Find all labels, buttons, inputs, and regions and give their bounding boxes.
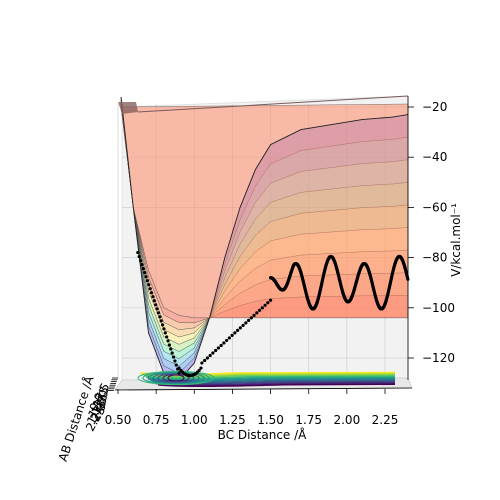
trajectory-point (230, 333, 234, 338)
trajectory-point (159, 319, 163, 323)
trajectory-point (138, 259, 143, 263)
trajectory-point (211, 351, 215, 355)
trajectory-point (247, 318, 251, 322)
trajectory-point (177, 371, 181, 375)
trajectory-point (177, 366, 181, 370)
x-tick-label: 0.75 (143, 413, 170, 427)
floor-contour-well (142, 371, 210, 385)
trajectory-point (163, 331, 167, 335)
trajectory-point (174, 363, 178, 367)
trajectory-point (205, 356, 210, 360)
surface-front-edge (120, 96, 408, 382)
trajectory-point (152, 299, 156, 303)
x-tick-label: 0.50 (105, 413, 132, 427)
floor-contours (137, 370, 396, 387)
x-axis-label: BC Distance /Å (218, 427, 308, 442)
floor-contour (147, 376, 396, 381)
trajectory-point (170, 351, 174, 355)
trajectory-point (140, 263, 144, 267)
trajectory-point (260, 306, 264, 310)
floor-contour-well (157, 373, 195, 383)
floor-contour-well (167, 374, 185, 382)
trajectory-point (249, 316, 253, 320)
trajectory-point (145, 279, 150, 283)
trajectory-point (214, 348, 218, 353)
floor-contour (157, 383, 396, 387)
z-tick-label: −20 (422, 100, 447, 114)
x-tick-label: 1.50 (257, 413, 284, 427)
trajectory-points (136, 250, 410, 378)
trajectory-point (233, 331, 237, 335)
trajectory-point (244, 321, 248, 325)
trajectory-point (241, 323, 245, 327)
trajectory-point (263, 303, 267, 307)
floor-contour (143, 374, 396, 378)
trajectory-point (156, 311, 161, 315)
trajectory-point (155, 307, 159, 311)
trajectory-point (173, 359, 177, 363)
z-tick-label: −100 (422, 301, 455, 315)
z-tick-label: −40 (422, 150, 447, 164)
x-tick-label: 1.00 (181, 413, 208, 427)
trajectory-point (252, 313, 256, 317)
trajectory-point (268, 298, 273, 302)
trajectory-point (136, 250, 140, 255)
trajectory-point (147, 283, 151, 287)
trajectory-point (160, 323, 165, 327)
trajectory-point (222, 341, 226, 345)
z-tick-label: −120 (422, 351, 455, 365)
trajectory-point (148, 287, 152, 291)
z-axis-label: V/kcal.mol⁻¹ (449, 203, 463, 277)
x-tick-label: 2.00 (333, 413, 360, 427)
z-tick-label: −60 (422, 200, 447, 214)
trajectory-point (169, 347, 173, 351)
floor-contour-well (147, 372, 205, 384)
x-tick-label: 2.25 (372, 413, 399, 427)
surface-rim (118, 102, 138, 114)
trajectory-point (255, 311, 259, 315)
floor-contour-well (137, 370, 215, 386)
x-tick-label: 1.25 (219, 413, 246, 427)
trajectory-point (143, 271, 147, 275)
floor-contour (145, 375, 396, 380)
trajectory-point (200, 361, 204, 365)
trajectory-point (141, 267, 145, 271)
floor-contour-well (152, 372, 200, 384)
trajectory-point (154, 303, 158, 307)
surface-top (120, 103, 409, 319)
trajectory-point (166, 339, 170, 343)
trajectory-point (236, 328, 240, 332)
trajectory-point (257, 308, 262, 312)
trajectory-point (199, 366, 203, 370)
trajectory-point (158, 315, 162, 319)
surface-back-rim (137, 95, 409, 113)
trajectory-point (227, 336, 231, 340)
floor-contour-well (162, 373, 190, 383)
trajectory-point (238, 326, 242, 330)
trajectory-point (208, 353, 212, 358)
trajectory-point (144, 275, 148, 279)
trajectory-point (149, 291, 154, 295)
trajectory-point (197, 368, 201, 372)
x-axis-line (114, 387, 413, 391)
trajectory-point (165, 335, 169, 339)
trajectory-point (216, 346, 220, 350)
trajectory-point (203, 358, 207, 363)
trajectory-point (219, 343, 223, 348)
trajectory-point (171, 355, 176, 359)
trajectory-point (137, 254, 141, 259)
x-tick-label: 1.75 (295, 413, 322, 427)
trajectory-point (167, 343, 172, 347)
trajectory-point (151, 295, 155, 299)
trajectory-point (162, 327, 166, 331)
trajectory-point (225, 338, 229, 343)
y-axis-ticks: 0.50.751.01.251.51.752.02.25 (83, 377, 118, 434)
z-axis-ticks: −20 −40 −60 −80 −100 −120 (407, 96, 455, 380)
z-tick-label: −80 (422, 251, 447, 265)
x-axis-ticks: 0.50 0.75 1.00 1.25 1.50 1.75 2.00 2.25 (105, 387, 413, 427)
trajectory-point (266, 301, 270, 305)
